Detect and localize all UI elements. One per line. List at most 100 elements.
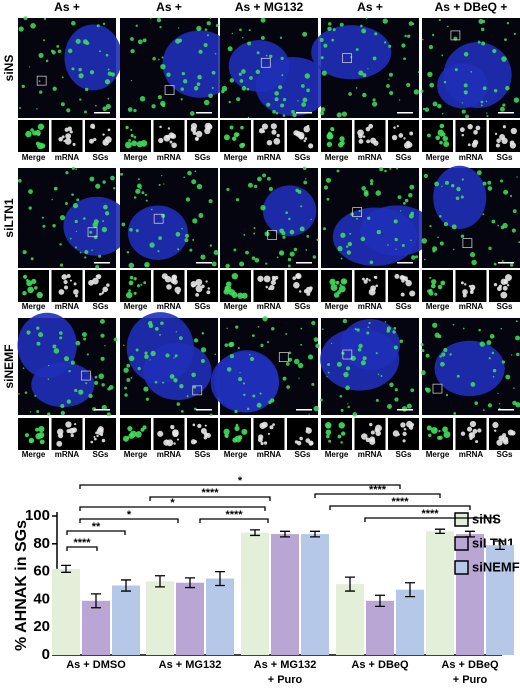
- inset-label: SGs: [395, 450, 412, 459]
- inset-granule: [276, 133, 280, 138]
- granule: [93, 235, 98, 240]
- inset-granule: [170, 133, 177, 139]
- granule: [178, 336, 183, 340]
- granule: [235, 198, 240, 202]
- inset-granule: [176, 438, 180, 441]
- granule: [265, 54, 268, 57]
- granule: [313, 405, 319, 412]
- granule: [393, 326, 397, 330]
- granule: [354, 328, 357, 331]
- inset-granule: [96, 434, 99, 438]
- inset-label: Merge: [22, 450, 46, 459]
- granule: [441, 112, 444, 115]
- granule: [280, 103, 285, 108]
- granule: [181, 71, 186, 76]
- granule: [376, 229, 382, 235]
- granule: [421, 238, 427, 244]
- granule: [288, 357, 293, 362]
- inset-granule: [240, 125, 244, 130]
- inset-granule: [330, 284, 338, 292]
- inset-granule: [234, 435, 242, 443]
- granule: [64, 202, 68, 205]
- granule: [291, 109, 295, 114]
- inset-granule: [306, 427, 309, 431]
- inset-granule: [500, 291, 508, 299]
- row-label: siNS: [2, 55, 16, 82]
- nucleus: [255, 57, 331, 116]
- inset: [287, 270, 318, 302]
- granule: [239, 79, 244, 83]
- granule: [142, 38, 147, 43]
- error-bar: [345, 576, 355, 592]
- inset-granule: [170, 424, 175, 430]
- inset-granule: [166, 439, 174, 447]
- inset-granule: [308, 143, 314, 149]
- granule: [362, 356, 367, 361]
- inset-granule: [22, 274, 28, 279]
- significance-bracket: [364, 517, 496, 522]
- inset-label: SGs: [92, 450, 109, 459]
- granule: [480, 27, 485, 32]
- inset-label: Merge: [124, 302, 148, 311]
- inset-granule: [510, 430, 516, 436]
- granule: [420, 89, 424, 93]
- inset-label: mRNA: [358, 450, 383, 459]
- granule: [208, 199, 213, 204]
- inset-label: mRNA: [257, 450, 282, 459]
- inset-granule: [268, 287, 271, 291]
- inset-granule: [64, 285, 69, 290]
- granule: [307, 354, 314, 360]
- granule: [66, 399, 72, 404]
- granule: [471, 259, 477, 266]
- granule: [447, 25, 449, 28]
- inset-granule: [65, 421, 72, 428]
- granule: [107, 97, 110, 100]
- granule: [75, 38, 81, 44]
- inset-granule: [101, 291, 105, 294]
- inset-granule: [464, 283, 467, 286]
- granule: [41, 216, 44, 219]
- significance-bracket: [79, 484, 401, 489]
- granule: [402, 201, 406, 205]
- granule: [144, 261, 150, 268]
- granule: [323, 43, 328, 48]
- inset-granule: [195, 278, 203, 286]
- inset-granule: [467, 143, 471, 147]
- granule: [428, 45, 433, 50]
- granule: [303, 180, 308, 185]
- inset-granule: [409, 131, 414, 136]
- granule: [192, 218, 198, 224]
- granule: [193, 385, 197, 389]
- inset-granule: [200, 428, 207, 435]
- granule: [282, 97, 287, 102]
- nucleus: [162, 30, 237, 98]
- inset-granule: [305, 430, 308, 433]
- granule: [84, 110, 87, 114]
- granule: [513, 387, 515, 389]
- significance-bracket: [79, 506, 266, 511]
- granule: [227, 46, 233, 52]
- granule: [70, 360, 75, 365]
- granule: [462, 327, 465, 330]
- inset-label: SGs: [496, 153, 513, 162]
- inset: [321, 418, 352, 450]
- inset-granule: [35, 129, 41, 136]
- granule: [401, 406, 408, 412]
- inset-granule: [429, 276, 432, 279]
- granule: [326, 197, 330, 201]
- inset-granule: [130, 128, 133, 132]
- granule: [192, 238, 195, 241]
- inset-granule: [102, 133, 105, 136]
- granule: [487, 403, 492, 408]
- granule: [179, 384, 184, 389]
- inset-granule: [365, 437, 371, 443]
- granule: [278, 85, 283, 90]
- granule: [84, 256, 87, 259]
- granule: [196, 25, 202, 32]
- granule: [259, 392, 262, 395]
- granule: [369, 179, 374, 183]
- granule: [89, 176, 95, 182]
- inset-granule: [205, 432, 211, 438]
- inset-granule: [130, 134, 134, 138]
- inset-granule: [341, 431, 346, 436]
